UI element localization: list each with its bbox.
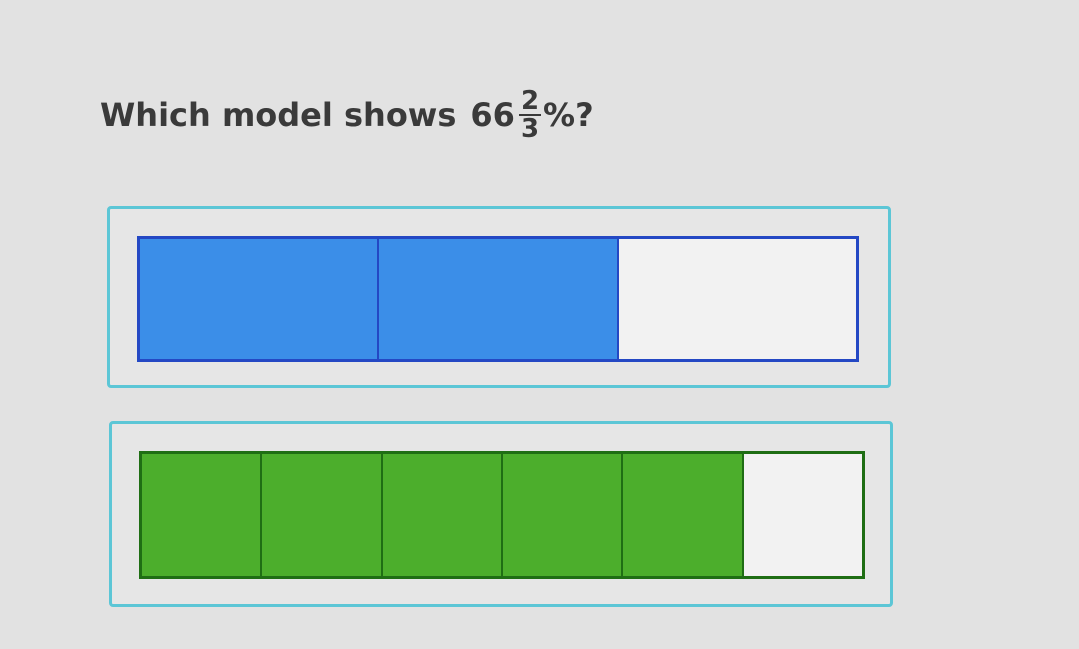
filled-segment xyxy=(142,454,263,576)
filled-segment xyxy=(382,454,503,576)
filled-segment xyxy=(262,454,383,576)
filled-segment xyxy=(379,239,619,359)
answer-option-blue-model[interactable] xyxy=(107,206,891,388)
empty-segment xyxy=(743,454,862,576)
bar-model xyxy=(137,236,859,362)
question-suffix: %? xyxy=(543,96,594,134)
bar-model xyxy=(139,451,865,579)
question-whole: 66 xyxy=(470,96,515,134)
fraction-numerator: 2 xyxy=(518,86,542,116)
filled-segment xyxy=(502,454,624,576)
question-text: Which model shows 66 2 3 %? xyxy=(100,88,594,142)
question-fraction: 2 3 xyxy=(518,86,542,144)
answer-option-green-model[interactable] xyxy=(109,421,893,607)
filled-segment xyxy=(140,239,380,359)
fraction-denominator: 3 xyxy=(520,114,540,144)
question-prefix: Which model shows xyxy=(100,96,457,134)
empty-segment xyxy=(618,239,856,359)
filled-segment xyxy=(623,454,744,576)
